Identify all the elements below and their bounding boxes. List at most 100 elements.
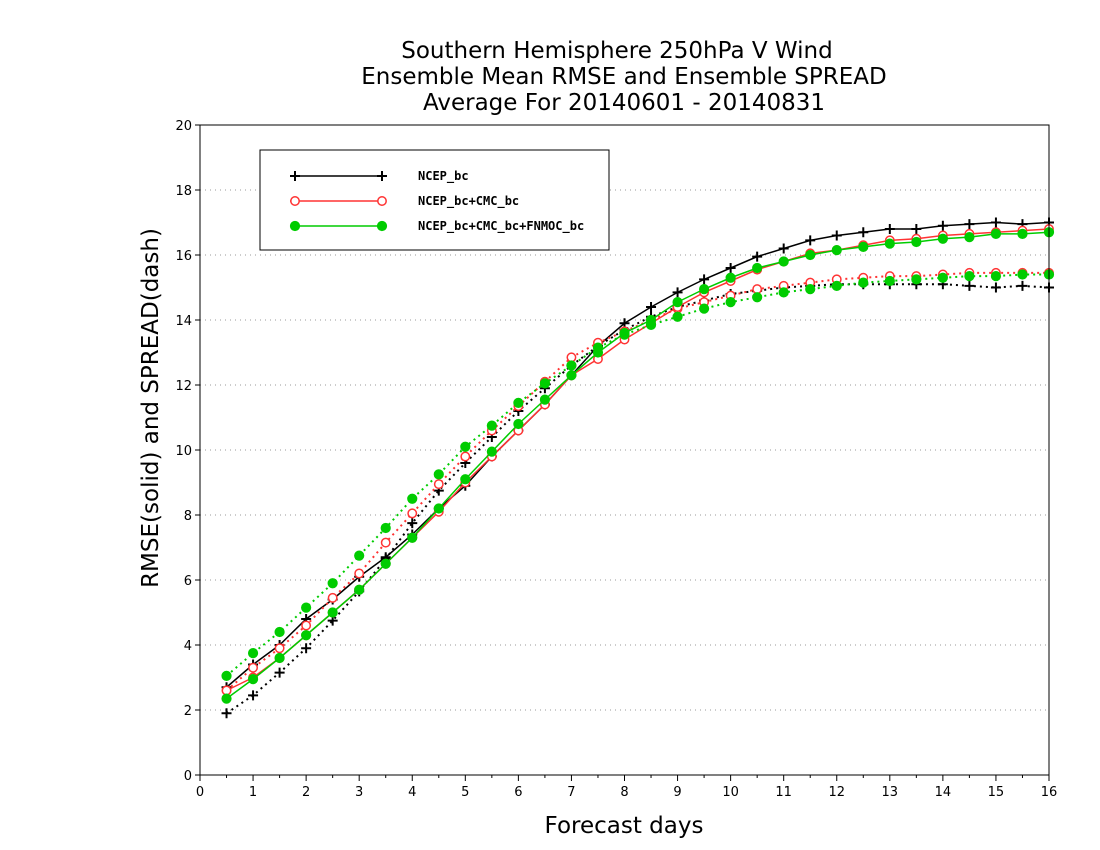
rmse-point bbox=[725, 263, 736, 273]
spread-point bbox=[858, 277, 869, 288]
rmse-point bbox=[645, 314, 657, 326]
x-tick-label: 10 bbox=[722, 785, 739, 800]
rmse-point bbox=[301, 630, 312, 641]
legend-item: NCEP_bc+CMC_bc+FNMOC_bc bbox=[289, 219, 584, 234]
rmse-point bbox=[274, 652, 285, 664]
x-tick-label: 3 bbox=[355, 785, 363, 800]
y-tick-label: 14 bbox=[175, 314, 192, 329]
y-tick-label: 6 bbox=[184, 574, 192, 589]
spread-point bbox=[805, 284, 816, 295]
rmse-point bbox=[805, 249, 816, 261]
rmse-point bbox=[407, 532, 418, 543]
rmse-point bbox=[778, 243, 789, 254]
x-tick-label: 4 bbox=[408, 785, 416, 800]
spread-point bbox=[460, 451, 471, 462]
spread-point bbox=[327, 578, 338, 589]
rmse-point bbox=[990, 217, 1001, 228]
spread-point bbox=[247, 648, 259, 659]
spread-point bbox=[964, 280, 975, 291]
y-tick-label: 0 bbox=[184, 769, 192, 784]
rmse-point bbox=[831, 245, 842, 256]
rmse-point bbox=[327, 607, 338, 618]
spread-point bbox=[221, 670, 232, 681]
series-NCEP_bc+CMC_bc bbox=[221, 224, 1054, 696]
spread-point bbox=[884, 275, 895, 287]
x-tick-label: 15 bbox=[988, 785, 1005, 800]
rmse-point bbox=[964, 232, 975, 243]
title-line-1: Southern Hemisphere 250hPa V Wind bbox=[401, 38, 832, 64]
title-line-2: Ensemble Mean RMSE and Ensemble SPREAD bbox=[361, 64, 886, 90]
spread-point bbox=[566, 352, 577, 363]
spread-point bbox=[486, 420, 497, 431]
legend-marker bbox=[376, 220, 388, 232]
rmse-point bbox=[247, 674, 259, 685]
spread-point bbox=[274, 667, 285, 678]
rmse-point bbox=[513, 418, 524, 430]
spread-point bbox=[354, 550, 365, 561]
spread-point bbox=[1017, 269, 1028, 280]
rmse-point bbox=[964, 219, 975, 230]
x-tick-label: 8 bbox=[620, 785, 628, 800]
x-tick-label: 0 bbox=[196, 785, 204, 800]
rmse-point bbox=[937, 233, 948, 244]
spread-point bbox=[990, 271, 1002, 282]
spread-point bbox=[407, 518, 418, 529]
y-tick-label: 20 bbox=[175, 119, 192, 134]
plot-series bbox=[221, 217, 1055, 719]
rmse-point bbox=[858, 241, 869, 252]
rmse-point bbox=[221, 685, 232, 696]
spread-line bbox=[225, 283, 1050, 715]
legend-items: NCEP_bc NCEP_bc+CMC_bc NCEP_bc+CMC_bc+FNMO… bbox=[289, 169, 584, 234]
rmse-point bbox=[354, 584, 365, 595]
x-tick-label: 11 bbox=[775, 785, 792, 800]
spread-point bbox=[354, 568, 365, 579]
legend-label: NCEP_bc bbox=[418, 169, 469, 184]
x-tick-label: 7 bbox=[567, 785, 575, 800]
spread-point bbox=[433, 479, 444, 490]
legend-marker bbox=[290, 171, 300, 181]
legend: NCEP_bc NCEP_bc+CMC_bc NCEP_bc+CMC_bc+FNMO… bbox=[259, 149, 610, 251]
spread-point bbox=[380, 537, 391, 548]
rmse-point bbox=[646, 302, 657, 312]
gridlines bbox=[200, 189, 1049, 711]
spread-point bbox=[274, 643, 285, 654]
x-tick-label: 13 bbox=[882, 785, 899, 800]
legend-box bbox=[259, 149, 610, 251]
rmse-point bbox=[539, 394, 551, 405]
rmse-point bbox=[884, 224, 895, 234]
y-tick-label: 18 bbox=[175, 184, 192, 199]
spread-point bbox=[327, 592, 338, 603]
rmse-line bbox=[226, 221, 1050, 688]
rmse-point bbox=[592, 347, 604, 358]
series-NCEP_bc+CMC_bc+FNMOC_bc bbox=[221, 227, 1055, 704]
y-tick-label: 8 bbox=[184, 509, 192, 524]
spread-point bbox=[460, 441, 471, 452]
legend-marker bbox=[290, 196, 300, 206]
spread-point bbox=[513, 397, 524, 408]
spread-point bbox=[937, 272, 948, 283]
legend-marker bbox=[377, 196, 387, 206]
y-tick-label: 10 bbox=[175, 444, 192, 459]
series-NCEP_bc bbox=[221, 217, 1054, 719]
rmse-point bbox=[1017, 228, 1028, 239]
rmse-point bbox=[672, 297, 683, 308]
spread-point bbox=[911, 274, 922, 285]
rmse-point bbox=[460, 474, 471, 485]
spread-point bbox=[725, 297, 736, 308]
rmse-point bbox=[884, 238, 895, 249]
rmse-point bbox=[937, 220, 948, 231]
y-axis-title: RMSE(solid) and SPREAD(dash) bbox=[138, 228, 164, 588]
x-tick-label: 16 bbox=[1041, 785, 1058, 800]
x-tick-label: 9 bbox=[673, 785, 681, 800]
y-tick-label: 12 bbox=[175, 379, 192, 394]
spread-point bbox=[566, 360, 577, 371]
legend-marker bbox=[289, 220, 301, 232]
spread-point bbox=[380, 522, 391, 534]
rmse-point bbox=[699, 274, 710, 285]
spread-point bbox=[301, 602, 312, 613]
rmse-point bbox=[778, 256, 789, 267]
y-tick-label: 2 bbox=[184, 704, 192, 719]
x-tick-label: 5 bbox=[461, 785, 469, 800]
spread-point bbox=[964, 271, 975, 282]
